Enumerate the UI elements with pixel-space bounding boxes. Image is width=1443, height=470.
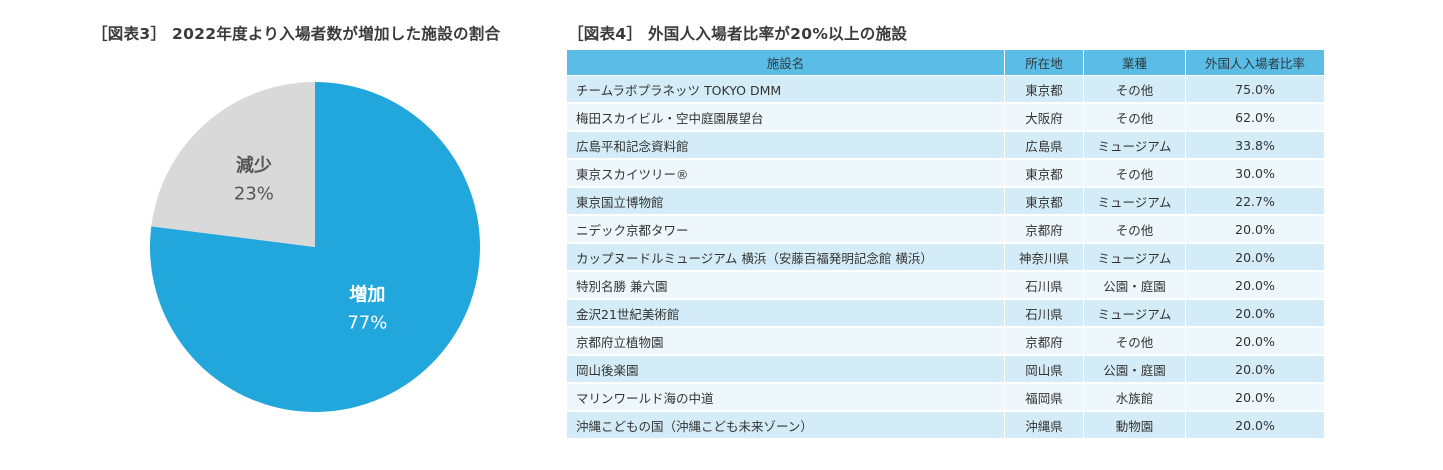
header-facility-name: 施設名 (567, 50, 1005, 76)
cell-facility-name: ニデック京都タワー (567, 215, 1005, 244)
foreign-visitor-table: 施設名 所在地 業種 外国人入場者比率 チームラボプラネッツ TOKYO DMM… (567, 50, 1325, 440)
pie-slice-label: 増加 (349, 283, 385, 305)
cell-foreign-ratio: 75.0% (1185, 75, 1325, 104)
cell-category: 動物園 (1083, 411, 1186, 440)
table-row: ニデック京都タワー 京都府 その他 20.0% (567, 215, 1325, 244)
table-row: 梅田スカイビル・空中庭園展望台 大阪府 その他 62.0% (567, 103, 1325, 132)
cell-location: 東京都 (1004, 187, 1084, 216)
cell-location: 福岡県 (1004, 383, 1084, 412)
table-row: 沖縄こどもの国（沖縄こども未来ゾーン） 沖縄県 動物園 20.0% (567, 411, 1325, 440)
cell-location: 大阪府 (1004, 103, 1084, 132)
cell-category: その他 (1083, 103, 1186, 132)
cell-foreign-ratio: 20.0% (1185, 355, 1325, 384)
cell-foreign-ratio: 20.0% (1185, 243, 1325, 272)
cell-foreign-ratio: 20.0% (1185, 271, 1325, 300)
cell-foreign-ratio: 20.0% (1185, 215, 1325, 244)
cell-location: 東京都 (1004, 159, 1084, 188)
cell-category: 公園・庭園 (1083, 271, 1186, 300)
table-row: 特別名勝 兼六園 石川県 公園・庭園 20.0% (567, 271, 1325, 300)
cell-location: 京都府 (1004, 327, 1084, 356)
table-row: 金沢21世紀美術館 石川県 ミュージアム 20.0% (567, 299, 1325, 328)
cell-category: ミュージアム (1083, 131, 1186, 160)
pie-labels: 増加 77% 減少 23% (234, 155, 387, 334)
pie-slices (150, 82, 480, 412)
cell-category: ミュージアム (1083, 187, 1186, 216)
pie-slice-value: 77% (347, 312, 387, 333)
table-row: カップヌードルミュージアム 横浜（安藤百福発明記念館 横浜） 神奈川県 ミュージアム… (567, 243, 1325, 272)
cell-foreign-ratio: 20.0% (1185, 299, 1325, 328)
cell-location: 岡山県 (1004, 355, 1084, 384)
header-foreign-ratio: 外国人入場者比率 (1185, 50, 1325, 76)
cell-foreign-ratio: 30.0% (1185, 159, 1325, 188)
cell-facility-name: チームラボプラネッツ TOKYO DMM (567, 75, 1005, 104)
cell-location: 京都府 (1004, 215, 1084, 244)
cell-category: その他 (1083, 215, 1186, 244)
cell-location: 東京都 (1004, 75, 1084, 104)
cell-foreign-ratio: 20.0% (1185, 383, 1325, 412)
table-row: 広島平和記念資料館 広島県 ミュージアム 33.8% (567, 131, 1325, 160)
cell-category: 公園・庭園 (1083, 355, 1186, 384)
table-header-row: 施設名 所在地 業種 外国人入場者比率 (567, 50, 1325, 76)
cell-facility-name: カップヌードルミュージアム 横浜（安藤百福発明記念館 横浜） (567, 243, 1005, 272)
cell-foreign-ratio: 33.8% (1185, 131, 1325, 160)
pie-slice-label: 減少 (236, 155, 272, 177)
cell-location: 沖縄県 (1004, 411, 1084, 440)
cell-category: その他 (1083, 75, 1186, 104)
pie-chart: 増加 77% 減少 23% (150, 82, 480, 412)
cell-category: ミュージアム (1083, 243, 1186, 272)
header-location: 所在地 (1004, 50, 1084, 76)
cell-facility-name: 東京国立博物館 (567, 187, 1005, 216)
table-body: チームラボプラネッツ TOKYO DMM 東京都 その他 75.0% 梅田スカイビル・空… (567, 75, 1325, 440)
cell-category: 水族館 (1083, 383, 1186, 412)
cell-facility-name: 沖縄こどもの国（沖縄こども未来ゾーン） (567, 411, 1005, 440)
table-row: 京都府立植物園 京都府 その他 20.0% (567, 327, 1325, 356)
cell-category: その他 (1083, 327, 1186, 356)
cell-facility-name: 東京スカイツリー® (567, 159, 1005, 188)
cell-facility-name: 金沢21世紀美術館 (567, 299, 1005, 328)
cell-location: 石川県 (1004, 271, 1084, 300)
pie-slice (151, 82, 315, 247)
cell-foreign-ratio: 62.0% (1185, 103, 1325, 132)
cell-foreign-ratio: 20.0% (1185, 411, 1325, 440)
table-title: ［図表4］ 外国人入場者比率が20%以上の施設 (568, 25, 908, 43)
pie-slice-value: 23% (234, 184, 274, 205)
cell-category: その他 (1083, 159, 1186, 188)
cell-facility-name: 広島平和記念資料館 (567, 131, 1005, 160)
cell-location: 神奈川県 (1004, 243, 1084, 272)
table-row: 東京国立博物館 東京都 ミュージアム 22.7% (567, 187, 1325, 216)
cell-category: ミュージアム (1083, 299, 1186, 328)
table-row: チームラボプラネッツ TOKYO DMM 東京都 その他 75.0% (567, 75, 1325, 104)
cell-foreign-ratio: 22.7% (1185, 187, 1325, 216)
header-category: 業種 (1083, 50, 1186, 76)
cell-facility-name: 京都府立植物園 (567, 327, 1005, 356)
cell-facility-name: 特別名勝 兼六園 (567, 271, 1005, 300)
table-row: 東京スカイツリー® 東京都 その他 30.0% (567, 159, 1325, 188)
table-row: 岡山後楽園 岡山県 公園・庭園 20.0% (567, 355, 1325, 384)
pie-chart-title: ［図表3］ 2022年度より入場者数が増加した施設の割合 (92, 25, 501, 43)
cell-facility-name: 梅田スカイビル・空中庭園展望台 (567, 103, 1005, 132)
cell-location: 広島県 (1004, 131, 1084, 160)
cell-foreign-ratio: 20.0% (1185, 327, 1325, 356)
table-row: マリンワールド海の中道 福岡県 水族館 20.0% (567, 383, 1325, 412)
cell-facility-name: マリンワールド海の中道 (567, 383, 1005, 412)
cell-location: 石川県 (1004, 299, 1084, 328)
cell-facility-name: 岡山後楽園 (567, 355, 1005, 384)
